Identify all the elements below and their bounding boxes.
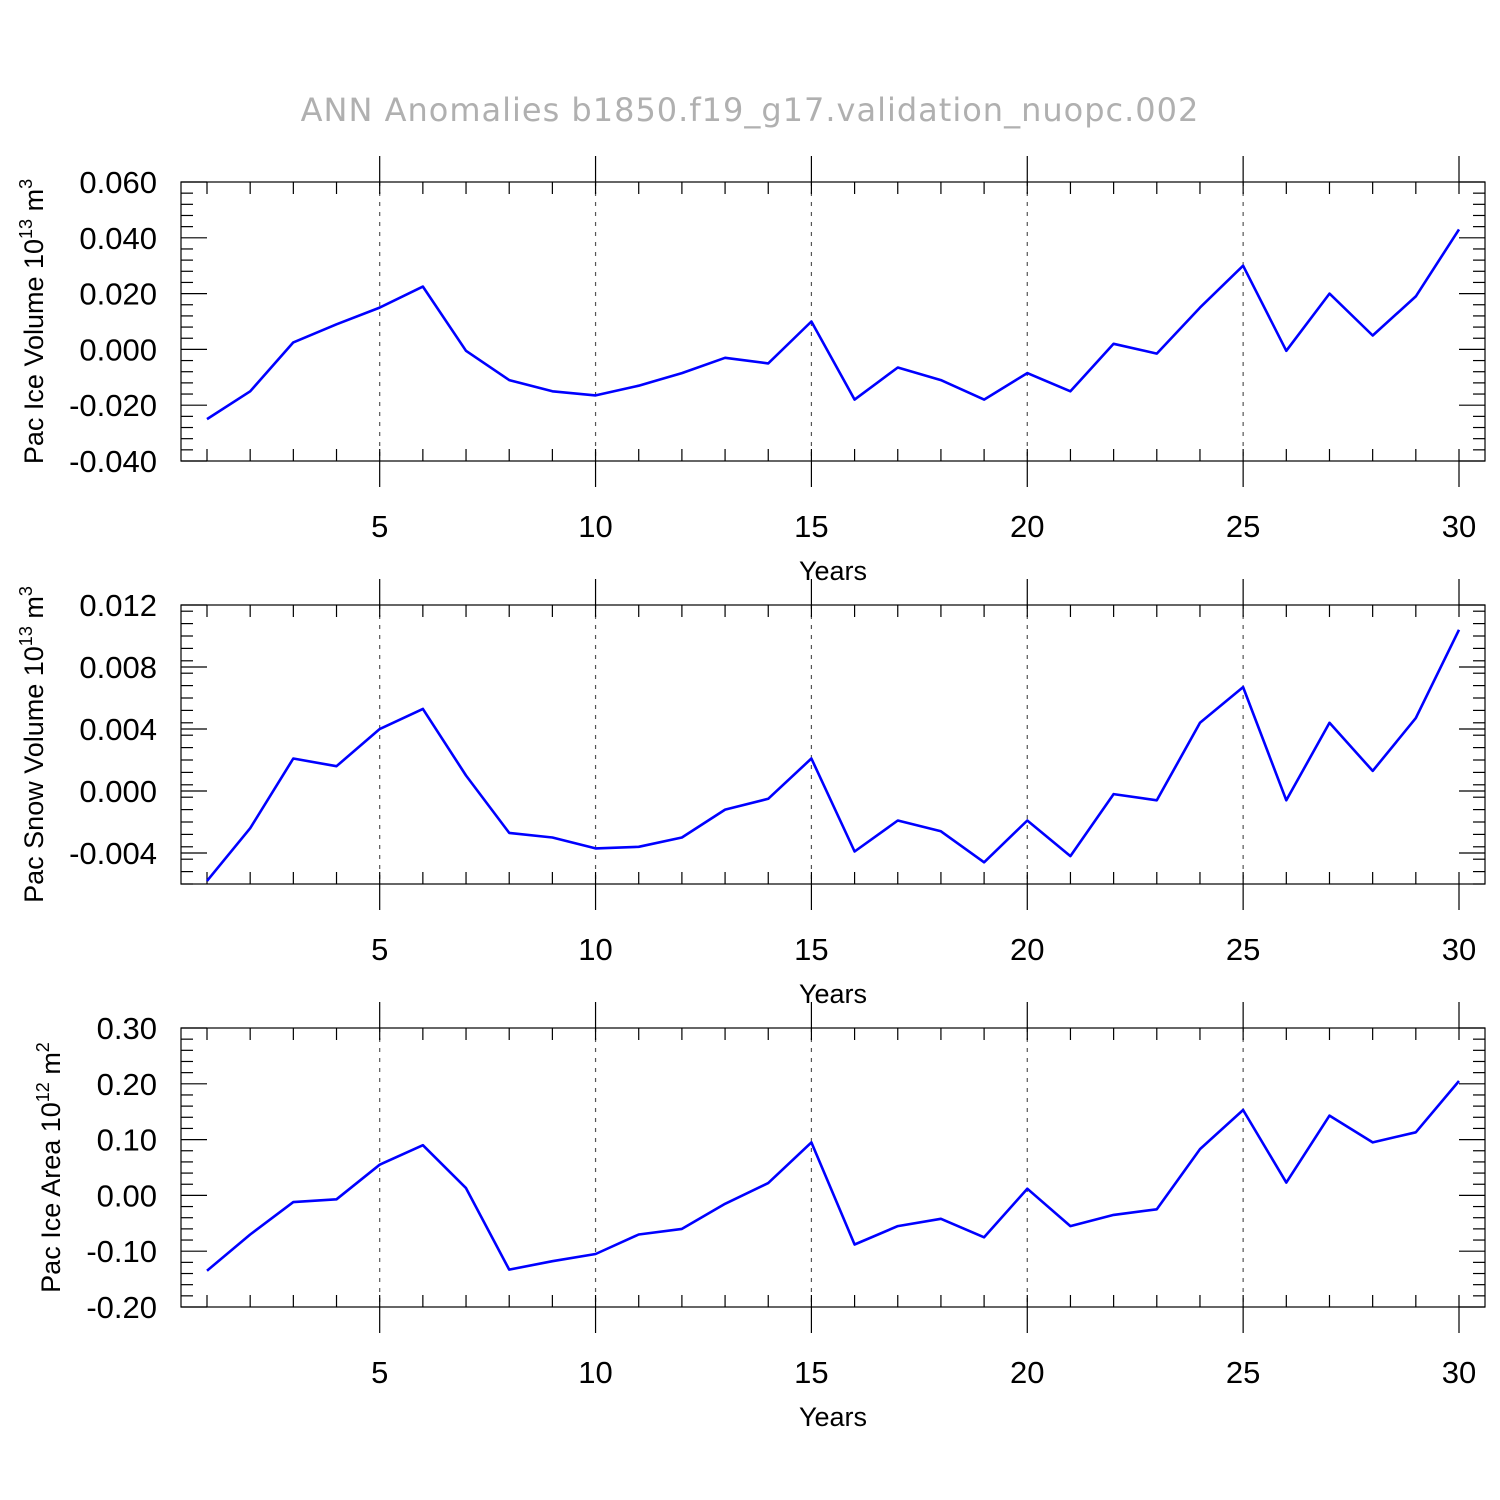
y-axis-title: Pac Ice Area 1012 m2 (33, 1042, 66, 1293)
panel-2: 5 10 15 20 25 30 -0.004 0.000 0.004 0.008 0.012 Yea… (16, 579, 1486, 1009)
y-tick-label: -0.10 (86, 1234, 157, 1269)
x-tick-label: 5 (371, 509, 388, 544)
y-axis-title-main: Pac Ice Volume 10 (19, 239, 49, 464)
y-axis-title: Pac Snow Volume 1013 m3 (16, 586, 49, 903)
x-axis-title: Years (799, 979, 867, 1009)
series-line-pac-ice-area (206, 1080, 1460, 1272)
y-axis-title-unit: m (19, 189, 49, 219)
y-axis-title-main: Pac Ice Area 10 (36, 1102, 66, 1293)
y-tick-label: -0.040 (69, 444, 157, 479)
x-tick-label: 5 (371, 1355, 388, 1390)
x-tick-label: 30 (1442, 509, 1476, 544)
y-tick-label: 0.020 (79, 277, 157, 312)
y-tick-label: 0.10 (97, 1123, 157, 1158)
x-axis-title: Years (799, 556, 867, 586)
y-tick-label: 0.008 (79, 650, 157, 685)
y-tick-label: 0.30 (97, 1011, 157, 1046)
x-tick-label: 20 (1010, 1355, 1044, 1390)
x-tick-label: 25 (1226, 1355, 1260, 1390)
y-tick-label: 0.004 (79, 712, 157, 747)
x-tick-label: 25 (1226, 932, 1260, 967)
chart-panels: 5 10 15 20 25 30-0.040-0.0200.0000.0200.0400.… (16, 156, 1486, 1432)
x-tick-label: 20 (1010, 509, 1044, 544)
x-axis-title: Years (799, 1402, 867, 1432)
panel-1: 5 10 15 20 25 30 -0.040 -0.020 0.000 0.020 0.040 0.… (16, 156, 1486, 586)
y-tick-label: 0.040 (79, 221, 157, 256)
x-tick-label: 30 (1442, 932, 1476, 967)
x-tick-label: 15 (794, 1355, 828, 1390)
y-axis-title-exponent: 12 (33, 1082, 53, 1102)
y-axis-title-unit: m (19, 596, 49, 626)
y-tick-label: -0.20 (86, 1290, 157, 1325)
y-axis-title: Pac Ice Volume 1013 m3 (16, 179, 49, 464)
y-axis-title-unit-exponent: 2 (33, 1042, 53, 1052)
plot-frame (180, 604, 1486, 885)
plot-frame (180, 181, 1486, 462)
y-axis-title-exponent: 13 (16, 626, 36, 646)
series-line-pac-ice-volume (206, 228, 1461, 421)
figure-title: ANN Anomalies b1850.f19_g17.validation_n… (301, 91, 1200, 129)
x-tick-label: 10 (578, 1355, 612, 1390)
y-tick-label: 0.012 (79, 588, 157, 623)
y-tick-label: 0.000 (79, 774, 157, 809)
panel-3: 5 10 15 20 25 30 -0.20 -0.10 0.00 0.10 0.20 0.30 Yea… (33, 1002, 1486, 1432)
y-axis-title-unit: m (36, 1052, 66, 1082)
y-tick-label: -0.004 (69, 836, 157, 871)
y-tick-label: 0.20 (97, 1067, 157, 1102)
y-axis-title-exponent: 13 (16, 219, 36, 239)
series-line-pac-snow-volume (205, 629, 1461, 882)
y-tick-label: 0.060 (79, 165, 157, 200)
x-tick-label: 5 (371, 932, 388, 967)
x-tick-label: 10 (578, 932, 612, 967)
x-tick-label: 15 (794, 509, 828, 544)
x-tick-label: 10 (578, 509, 612, 544)
y-tick-label: 0.000 (79, 332, 157, 367)
y-tick-label: -0.020 (69, 388, 157, 423)
y-axis-title-main: Pac Snow Volume 10 (19, 646, 49, 903)
y-axis-title-unit-exponent: 3 (16, 179, 36, 189)
plot-frame (180, 1027, 1486, 1308)
x-tick-label: 30 (1442, 1355, 1476, 1390)
x-tick-label: 20 (1010, 932, 1044, 967)
x-tick-label: 15 (794, 932, 828, 967)
y-axis-title-unit-exponent: 3 (16, 586, 36, 596)
x-tick-label: 25 (1226, 509, 1260, 544)
y-tick-label: 0.00 (97, 1178, 157, 1213)
